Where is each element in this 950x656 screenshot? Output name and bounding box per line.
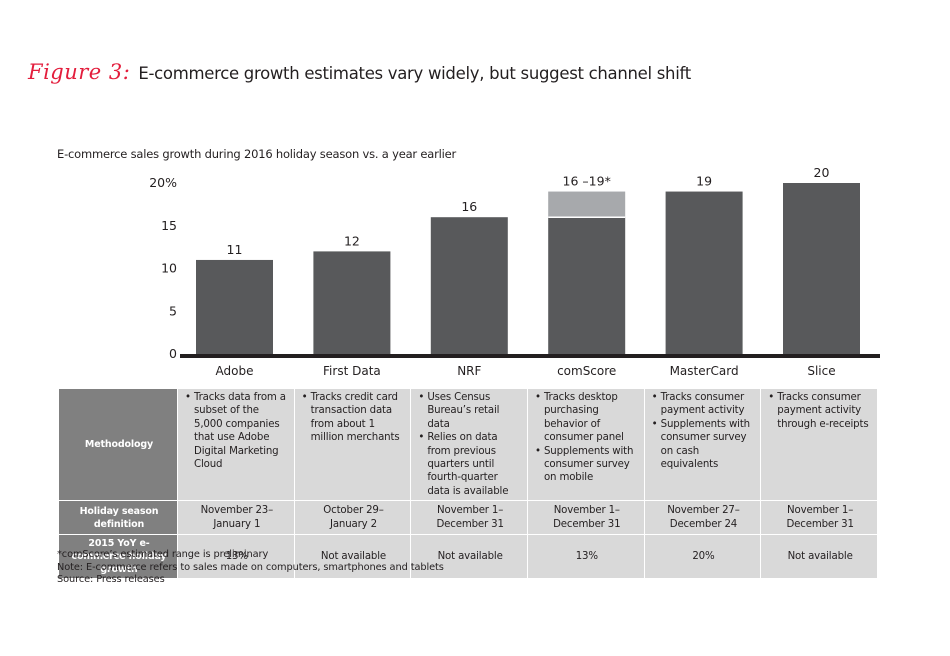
holiday-start: November 1–	[787, 505, 854, 517]
growth-cell: 13%	[526, 534, 645, 580]
methodology-bullet: Tracks consumer payment activity	[652, 391, 757, 418]
source: Source: Press releases	[57, 574, 165, 585]
row-header-holiday-season: Holiday season definition	[58, 500, 178, 536]
holiday-start: November 27–	[667, 505, 740, 517]
holiday-cell: October 29– January 2	[293, 500, 412, 536]
holiday-end: January 1	[213, 518, 261, 530]
bar	[313, 251, 391, 354]
bars	[196, 183, 860, 354]
methodology-bullet: Supplements with consumer survey on mobi…	[535, 445, 640, 485]
x-category-label: Slice	[807, 364, 835, 378]
methodology-bullet: Uses Census Bureau’s retail data	[418, 391, 523, 431]
holiday-cell: November 1– December 31	[526, 500, 645, 536]
y-tick-label: 5	[169, 303, 177, 318]
row-header-methodology: Methodology	[58, 387, 178, 502]
methodology-cell: Tracks desktop purchasing behavior of co…	[526, 387, 645, 502]
bar	[430, 217, 508, 354]
holiday-end: December 31	[436, 518, 504, 530]
methodology-bullet: Tracks credit card transaction data from…	[302, 391, 407, 445]
holiday-end: January 2	[329, 518, 377, 530]
holiday-cell: November 1– December 31	[410, 500, 528, 536]
x-category-label: comScore	[557, 364, 616, 378]
note: Note: E-commerce refers to sales made on…	[57, 561, 444, 573]
data-label: 16	[461, 199, 477, 214]
holiday-start: November 1–	[437, 505, 504, 517]
y-tick-label: 15	[161, 218, 177, 233]
bar-range-segment	[548, 191, 626, 218]
holiday-end: December 24	[669, 518, 738, 530]
data-label: 19	[696, 174, 712, 189]
y-tick-label: 20%	[149, 175, 177, 190]
holiday-start: November 23–	[200, 505, 274, 517]
data-label: 12	[344, 233, 360, 248]
data-label: 16 –19*	[563, 174, 611, 189]
methodology-cell: Uses Census Bureau’s retail dataRelies o…	[410, 387, 528, 502]
methodology-bullet: Tracks desktop purchasing behavior of co…	[535, 391, 640, 445]
data-label: 20	[814, 165, 830, 180]
data-labels: 11 12 16 16 –19* 19 20	[227, 165, 830, 257]
methodology-cell: Tracks consumer payment activity through…	[760, 387, 878, 502]
bar	[783, 183, 860, 354]
holiday-start: October 29–	[323, 505, 384, 517]
methodology-cell: Tracks consumer payment activitySuppleme…	[643, 387, 762, 502]
x-axis-categories: Adobe First Data NRF comScore MasterCard Slic…	[216, 364, 836, 378]
table-row-holiday-season: Holiday season definition November 23– Ja…	[58, 500, 878, 536]
holiday-cell: November 1– December 31	[760, 500, 878, 536]
growth-cell: Not available	[293, 534, 412, 580]
y-tick-label: 0	[169, 346, 177, 361]
growth-cell: 13%	[177, 534, 295, 580]
growth-cell: Not available	[410, 534, 528, 580]
footnote: *comScore’s estimated range is prelimina…	[57, 549, 269, 560]
growth-cell: Not available	[760, 534, 878, 580]
holiday-cell: November 23– January 1	[177, 500, 295, 536]
bar	[665, 191, 743, 354]
holiday-cell: November 27– December 24	[643, 500, 762, 536]
bar	[196, 259, 273, 354]
y-tick-label: 10	[161, 261, 177, 276]
y-axis: 0 5 10 15 20%	[149, 175, 177, 361]
x-category-label: MasterCard	[670, 364, 739, 378]
growth-cell: 20%	[643, 534, 762, 580]
methodology-cell: Tracks data from a subset of the 5,000 c…	[177, 387, 295, 502]
figure-title: Figure 3: E-commerce growth estimates var…	[28, 60, 691, 84]
chart-subtitle: E-commerce sales growth during 2016 holi…	[57, 147, 457, 161]
bar	[548, 217, 626, 354]
bar-chart: 0 5 10 15 20% 11 12 16 16 –19* 19 20 Adobe First D…	[149, 165, 880, 378]
x-category-label: NRF	[457, 364, 481, 378]
chart-notes: *comScore’s estimated range is prelimina…	[57, 549, 444, 587]
methodology-table: Methodology Tracks data from a subset of…	[58, 387, 878, 580]
holiday-end: December 31	[786, 518, 854, 530]
methodology-bullet: Relies on data from previous quarters un…	[418, 431, 523, 498]
methodology-bullet: Supplements with consumer survey on cash…	[652, 418, 757, 472]
table-row-methodology: Methodology Tracks data from a subset of…	[58, 387, 878, 502]
figure-title-text: E-commerce growth estimates vary widely,…	[138, 64, 691, 83]
data-label: 11	[227, 242, 243, 257]
row-header-2015-growth: 2015 YoY e-commerce holiday growth	[58, 534, 178, 580]
methodology-bullet: Tracks data from a subset of the 5,000 c…	[185, 391, 290, 471]
x-category-label: First Data	[323, 364, 381, 378]
figure-label: Figure 3:	[28, 60, 131, 84]
methodology-bullet: Tracks consumer payment activity through…	[768, 391, 873, 431]
table-row-2015-growth: 2015 YoY e-commerce holiday growth 13% N…	[58, 534, 878, 580]
x-category-label: Adobe	[216, 364, 254, 378]
methodology-cell: Tracks credit card transaction data from…	[293, 387, 412, 502]
holiday-start: November 1–	[553, 505, 620, 517]
holiday-end: December 31	[553, 518, 621, 530]
